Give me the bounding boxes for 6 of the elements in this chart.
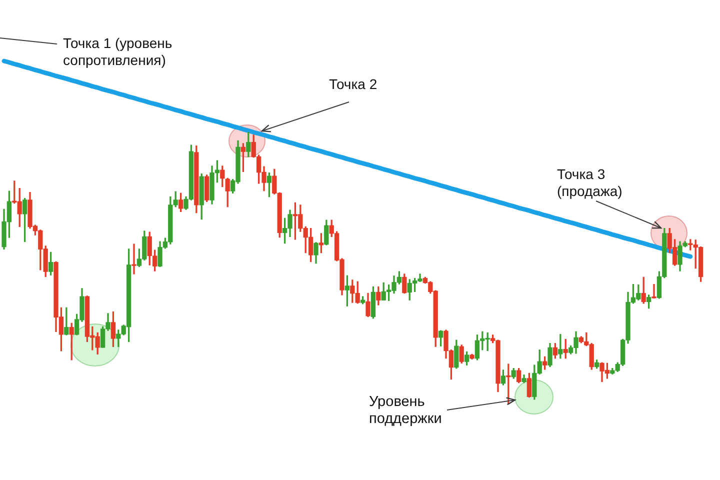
annotation: Уровень поддержки (369, 394, 443, 428)
text: Точка 2 (329, 76, 378, 93)
candlestick (132, 244, 136, 274)
text: Точка 1 (уровень сопротивления) (63, 35, 174, 69)
annotation: Точка 3 (продажа) (557, 166, 624, 200)
candlestick (652, 284, 656, 299)
